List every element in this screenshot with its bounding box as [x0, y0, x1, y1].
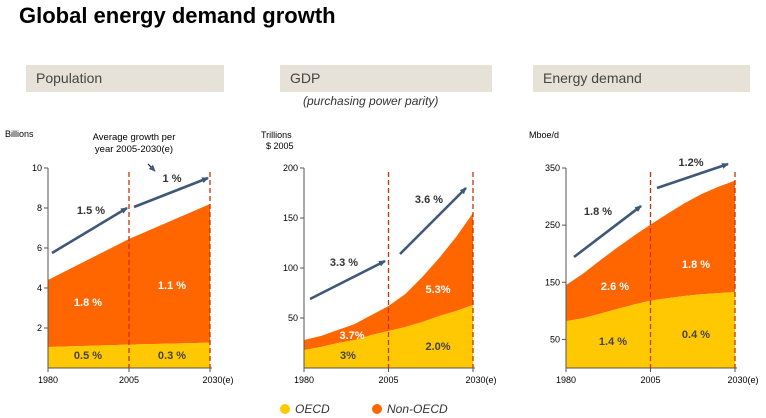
population-trend-arrow	[51, 206, 128, 255]
population-oecd-2005-2030-label: 0.3 %	[158, 350, 186, 362]
page-title: Global energy demand growth	[19, 3, 336, 28]
gdp-oecd-1980-2005-label: 3%	[340, 350, 356, 362]
population-non-oecd-2005-2030-label: 1.1 %	[158, 280, 186, 292]
gdp-y-tick-label: 50	[288, 313, 298, 323]
energy-y-tick-label: 150	[545, 277, 560, 287]
gdp-y-tick-label: 150	[283, 213, 298, 223]
population-chart	[44, 167, 212, 372]
gdp-non-oecd-2005-2030-label: 5.3%	[425, 284, 450, 296]
energy-demand-header: Energy demand	[533, 65, 750, 92]
gdp-x-tick-label: 2005	[378, 375, 398, 385]
population-unit-label: Billions	[5, 129, 34, 139]
note-pointer-arrow	[147, 163, 156, 172]
energy-trend-arrow	[573, 204, 642, 259]
population-y-tick-label: 10	[32, 163, 42, 173]
energy-y-tick-label: 50	[550, 334, 560, 344]
population-x-tick-label: 2005	[119, 375, 139, 385]
energy-y-tick-label: 350	[545, 163, 560, 173]
population-x-tick-label: 1980	[38, 375, 58, 385]
energy-trend-arrow	[656, 162, 729, 190]
legend-non-oecd: Non-OECD	[372, 402, 448, 416]
gdp-trend-arrow	[399, 187, 467, 255]
energy-x-tick-label: 1980	[556, 375, 576, 385]
energy-x-tick-label: 2030(e)	[727, 375, 758, 385]
oecd-swatch-icon	[280, 404, 290, 414]
gdp-total-1980-2005-label: 3.3 %	[330, 257, 358, 269]
gdp-total-2005-2030-label: 3.6 %	[415, 194, 443, 206]
gdp-unit-label-2: $ 2005	[266, 141, 294, 151]
average-growth-note: Average growth per year 2005-2030(e)	[92, 132, 176, 155]
energy-total-1980-2005-label: 1.8 %	[584, 206, 612, 218]
population-y-tick-label: 8	[37, 203, 42, 213]
energy-non-oecd-2005-2030-label: 1.8 %	[682, 259, 710, 271]
non-oecd-swatch-icon	[372, 404, 382, 414]
population-oecd-1980-2005-label: 0.5 %	[74, 350, 102, 362]
legend-oecd: OECD	[280, 402, 330, 416]
energy-oecd-2005-2030-label: 0.4 %	[682, 329, 710, 341]
gdp-x-tick-label: 1980	[294, 375, 314, 385]
energy-total-2005-2030-label: 1.2%	[678, 157, 703, 169]
energy-non-oecd-area	[566, 180, 735, 322]
gdp-oecd-2005-2030-label: 2.0%	[425, 341, 450, 353]
population-header: Population	[26, 65, 224, 92]
energy-x-tick-label: 2005	[640, 375, 660, 385]
gdp-header: GDP	[280, 65, 492, 92]
energy-y-tick-label: 250	[545, 220, 560, 230]
gdp-chart	[300, 167, 475, 372]
population-total-2005-2030-label: 1 %	[163, 173, 182, 185]
energy-unit-label: Mboe/d	[529, 130, 560, 140]
population-non-oecd-area	[48, 204, 210, 347]
population-trend-arrow	[133, 176, 209, 209]
population-non-oecd-1980-2005-label: 1.8 %	[74, 297, 102, 309]
population-oecd-area	[48, 342, 210, 368]
energy-oecd-area	[566, 292, 735, 368]
gdp-y-tick-label: 200	[283, 163, 298, 173]
gdp-subtitle: (purchasing power parity)	[303, 94, 439, 108]
gdp-y-tick-label: 100	[283, 263, 298, 273]
population-total-1980-2005-label: 1.5 %	[77, 205, 105, 217]
legend-non-oecd-label: Non-OECD	[387, 402, 448, 416]
population-y-tick-label: 2	[37, 323, 42, 333]
gdp-trend-arrow	[309, 259, 386, 301]
gdp-x-tick-label: 2030(e)	[465, 375, 496, 385]
energy-oecd-1980-2005-label: 1.4 %	[599, 336, 627, 348]
population-y-tick-label: 4	[37, 283, 42, 293]
legend-oecd-label: OECD	[295, 402, 330, 416]
population-y-tick-label: 6	[37, 243, 42, 253]
population-x-tick-label: 2030(e)	[202, 375, 233, 385]
gdp-unit-label: Trillions	[261, 130, 292, 140]
gdp-non-oecd-1980-2005-label: 3.7%	[339, 330, 364, 342]
energy-non-oecd-1980-2005-label: 2.6 %	[601, 281, 629, 293]
energy-chart	[562, 162, 737, 372]
gdp-non-oecd-area	[304, 213, 473, 350]
